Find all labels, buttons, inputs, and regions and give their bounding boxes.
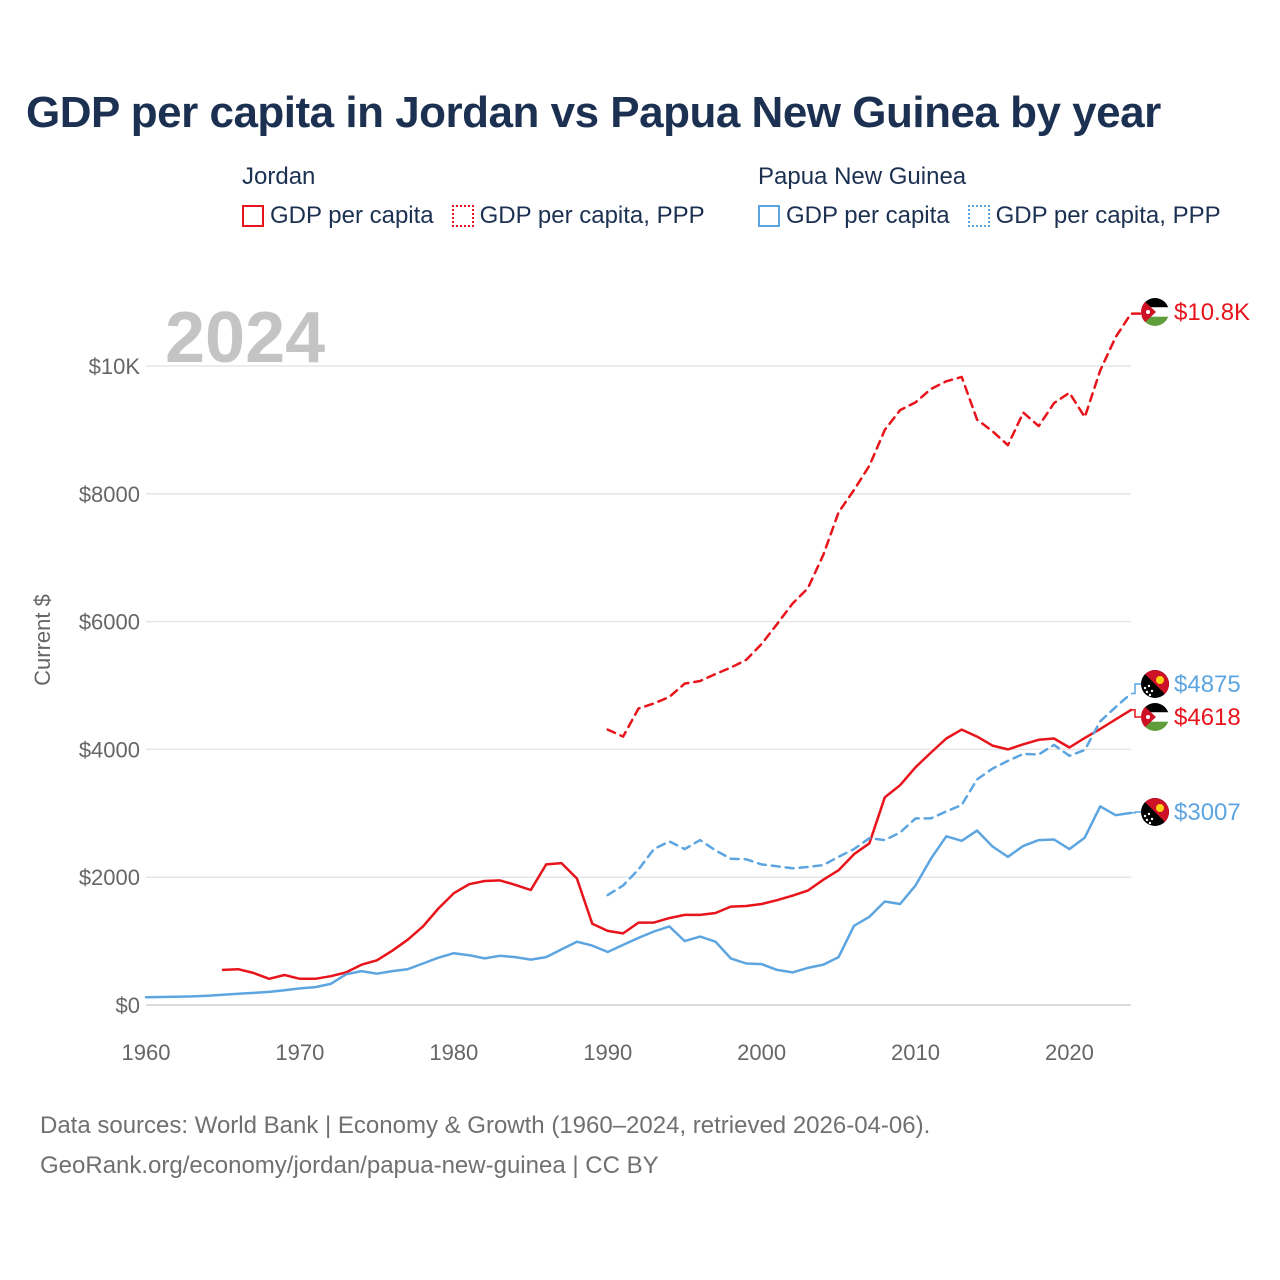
end-label-jordan-dashed: $10.8K xyxy=(1141,298,1250,326)
jordan-flag-icon xyxy=(1141,298,1169,326)
legend-label: GDP per capita xyxy=(786,202,950,229)
legend-group-name: Jordan xyxy=(242,163,316,190)
x-tick-label: 2020 xyxy=(1045,1040,1094,1065)
legend-swatch xyxy=(967,205,990,227)
papua-new-guinea-flag-icon xyxy=(1141,798,1169,826)
legend-label: GDP per capita, PPP xyxy=(995,202,1221,229)
legend-item-jordan-gdp[interactable]: GDP per capita xyxy=(242,202,434,230)
legend-group-name: Papua New Guinea xyxy=(758,163,967,190)
series-line-png-dashed[interactable] xyxy=(606,692,1133,897)
jordan-flag-icon xyxy=(1141,703,1169,731)
end-label-connector xyxy=(1131,811,1141,814)
legend-swatch xyxy=(758,205,780,227)
end-labels: $4618 $10.8K $3007 $4875 xyxy=(1131,298,1250,826)
legend-group-jordan: Jordan GDP per capita GDP per capita, PP… xyxy=(242,160,723,230)
x-tick-label: 1990 xyxy=(583,1040,632,1065)
end-value-label: $10.8K xyxy=(1174,299,1250,326)
legend-label: GDP per capita, PPP xyxy=(479,202,705,229)
legend-swatch xyxy=(242,205,264,227)
end-label-png-solid: $3007 xyxy=(1131,798,1241,826)
y-tick-label: $4000 xyxy=(79,737,140,762)
legend-label: GDP per capita xyxy=(270,202,434,229)
grid: $0 $2000 $4000 $6000 $8000 $10K 1960 1970 1980 19… xyxy=(79,354,1131,1065)
x-tick-label: 1980 xyxy=(429,1040,478,1065)
series-line-jordan-dashed[interactable] xyxy=(606,312,1148,738)
chart-title: GDP per capita in Jordan vs Papua New Gu… xyxy=(26,88,1161,137)
footer-url: GeoRank.org/economy/jordan/papua-new-gui… xyxy=(40,1152,659,1179)
y-tick-label: $0 xyxy=(116,993,140,1018)
y-tick-label: $6000 xyxy=(79,610,140,635)
end-label-connector xyxy=(1131,709,1141,718)
end-label-connector xyxy=(1131,683,1141,695)
x-tick-label: 2010 xyxy=(891,1040,940,1065)
papua-new-guinea-flag-icon xyxy=(1141,670,1169,698)
end-value-label: $3007 xyxy=(1174,799,1241,826)
y-axis-label: Current $ xyxy=(30,594,55,686)
footer-sources: Data sources: World Bank | Economy & Gro… xyxy=(40,1112,931,1139)
legend-group-png: Papua New Guinea GDP per capita GDP per … xyxy=(758,160,1239,230)
y-tick-label: $10K xyxy=(89,354,141,379)
x-tick-label: 1960 xyxy=(122,1040,171,1065)
end-label-jordan-solid: $4618 xyxy=(1131,703,1241,731)
footer: Data sources: World Bank | Economy & Gro… xyxy=(40,1106,930,1186)
legend-swatch xyxy=(451,205,474,227)
year-watermark: 2024 xyxy=(165,298,325,378)
series-line-jordan-solid[interactable] xyxy=(221,708,1133,981)
legend-item-jordan-ppp[interactable]: GDP per capita, PPP xyxy=(451,202,705,230)
x-tick-label: 1970 xyxy=(275,1040,324,1065)
end-value-label: $4618 xyxy=(1174,704,1241,731)
series-line-png-solid[interactable] xyxy=(144,805,1133,999)
end-label-png-dashed: $4875 xyxy=(1131,670,1241,698)
legend-item-png-ppp[interactable]: GDP per capita, PPP xyxy=(967,202,1221,230)
y-tick-label: $8000 xyxy=(79,482,140,507)
x-tick-label: 2000 xyxy=(737,1040,786,1065)
legend-item-png-gdp[interactable]: GDP per capita xyxy=(758,202,950,230)
y-tick-label: $2000 xyxy=(79,865,140,890)
end-value-label: $4875 xyxy=(1174,671,1241,698)
series-group xyxy=(144,312,1148,999)
